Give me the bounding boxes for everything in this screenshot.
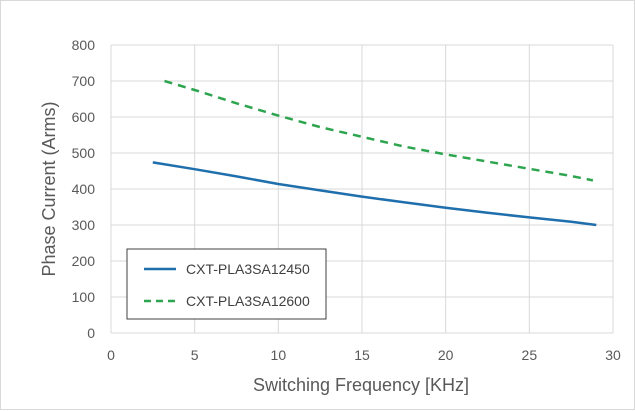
x-tick-label: 25	[522, 347, 538, 363]
y-tick-label: 800	[72, 37, 96, 53]
x-tick-label: 20	[438, 347, 454, 363]
y-tick-label: 400	[72, 181, 96, 197]
x-tick-label: 30	[605, 347, 621, 363]
x-axis-title: Switching Frequency [KHz]	[253, 375, 469, 395]
y-tick-label: 500	[72, 145, 96, 161]
y-tick-label: 0	[87, 325, 95, 341]
legend-label-series-1: CXT-PLA3SA12450	[186, 261, 310, 277]
legend-box	[126, 248, 327, 320]
series-lines	[152, 79, 597, 227]
x-tick-label: 0	[107, 347, 115, 363]
x-tick-label: 10	[271, 347, 287, 363]
y-tick-label: 200	[72, 253, 96, 269]
x-tick-label: 15	[354, 347, 370, 363]
axes: 0 100 200 300 400 500 600 700 800 0 5 10 15 20 25 30	[72, 37, 621, 363]
x-tick-label: 5	[191, 347, 199, 363]
gridlines	[110, 44, 614, 334]
legend: CXT-PLA3SA12450 CXT-PLA3SA12600	[126, 248, 327, 320]
series-line-2	[164, 79, 594, 182]
y-tick-label: 100	[72, 289, 96, 305]
y-tick-label: 600	[72, 109, 96, 125]
y-axis-title: Phase Current (Arms)	[39, 101, 59, 276]
y-tick-label: 300	[72, 217, 96, 233]
legend-label-series-2: CXT-PLA3SA12600	[186, 293, 310, 309]
y-tick-label: 700	[72, 73, 96, 89]
series-line-1	[152, 161, 597, 227]
